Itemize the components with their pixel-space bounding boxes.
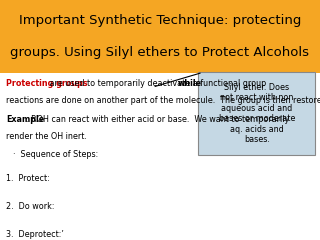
- FancyBboxPatch shape: [198, 72, 315, 155]
- Text: Silyl ether. Does
not react with non
aqueous acid and
bases or moderate
aq. acid: Silyl ether. Does not react with non aqu…: [219, 83, 295, 144]
- Text: groups. Using Silyl ethers to Protect Alcohols: groups. Using Silyl ethers to Protect Al…: [11, 46, 309, 59]
- Text: are used to temporarily deactivate a functional group: are used to temporarily deactivate a fun…: [47, 79, 268, 88]
- Text: Protecting groups: Protecting groups: [6, 79, 87, 88]
- Text: while: while: [178, 79, 202, 88]
- Text: 1.  Protect:: 1. Protect:: [6, 174, 50, 183]
- Text: 3.  Deprotect:’: 3. Deprotect:’: [6, 229, 64, 239]
- Text: render the OH inert.: render the OH inert.: [6, 132, 87, 141]
- Text: 2.  Do work:: 2. Do work:: [6, 202, 54, 211]
- Text: Example: Example: [6, 115, 44, 124]
- FancyBboxPatch shape: [0, 0, 320, 73]
- Text: Important Synthetic Technique: protecting: Important Synthetic Technique: protectin…: [19, 14, 301, 27]
- Text: reactions are done on another part of the molecule.  The group is then restored.: reactions are done on another part of th…: [6, 96, 320, 106]
- Text: ·  Sequence of Steps:: · Sequence of Steps:: [13, 150, 98, 159]
- Text: : ROH can react with either acid or base.  We want to temporarily: : ROH can react with either acid or base…: [26, 115, 290, 124]
